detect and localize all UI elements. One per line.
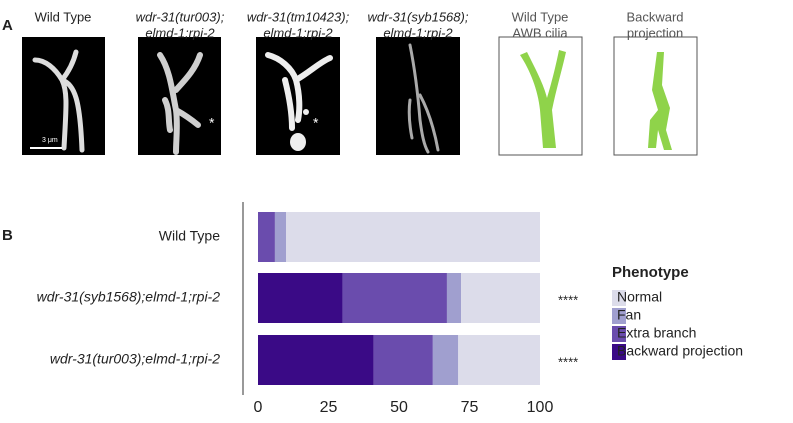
micrograph: * <box>256 37 340 155</box>
bar-segment <box>432 335 459 385</box>
image-title: wdr-31(syb1568); <box>368 9 469 24</box>
image-title: AWB cilia <box>512 25 568 40</box>
significance: **** <box>558 292 578 307</box>
bar-segment <box>258 273 343 323</box>
category-label: wdr-31(tur003);elmd-1;rpi-2 <box>50 351 220 367</box>
x-tick-label: 75 <box>461 399 479 416</box>
legend-swatch <box>612 326 626 342</box>
image-title: Backward <box>626 9 683 24</box>
image-title: wdr-31(tur003); <box>136 9 225 24</box>
bar-segment <box>458 335 540 385</box>
image-title: Wild Type <box>512 9 569 24</box>
significance: **** <box>558 354 578 369</box>
legend-label: Extra branch <box>617 325 696 341</box>
asterisk: * <box>313 115 319 131</box>
image-title: elmd-1;rpi-2 <box>145 25 215 40</box>
legend-swatch <box>612 344 626 360</box>
bar-segment <box>274 212 287 262</box>
image-title: elmd-1;rpi-2 <box>263 25 333 40</box>
panel-label: A <box>2 17 13 34</box>
micrograph: 3 μm <box>22 37 105 155</box>
bar-segment <box>461 273 540 323</box>
bar-segment <box>446 273 462 323</box>
panel-label: B <box>2 227 13 244</box>
image-title: Wild Type <box>35 9 92 24</box>
legend-label: Normal <box>617 289 662 305</box>
image-title: projection <box>627 25 683 40</box>
legend-label: Backward projection <box>617 343 743 359</box>
bar-segment <box>258 335 374 385</box>
category-label: Wild Type <box>159 228 220 244</box>
legend-title: Phenotype <box>612 264 689 281</box>
category-label: wdr-31(syb1568);elmd-1;rpi-2 <box>37 289 221 305</box>
asterisk: * <box>209 115 215 131</box>
legend-swatch <box>612 308 626 324</box>
diagram <box>498 36 583 156</box>
x-tick-label: 0 <box>254 399 263 416</box>
legend-label: Fan <box>617 307 641 323</box>
x-tick-label: 25 <box>320 399 338 416</box>
bar-segment <box>342 273 447 323</box>
x-tick-label: 100 <box>527 399 554 416</box>
scale-bar-label: 3 μm <box>42 137 58 144</box>
legend-swatch <box>612 290 626 306</box>
bar-segment <box>286 212 540 262</box>
micrograph <box>376 37 460 155</box>
image-title: elmd-1;rpi-2 <box>383 25 453 40</box>
bar-segment <box>258 212 275 262</box>
x-tick-label: 50 <box>390 399 408 416</box>
image-title: wdr-31(tm10423); <box>247 9 350 24</box>
bar-segment <box>373 335 433 385</box>
diagram <box>613 36 698 156</box>
micrograph: * <box>138 37 221 155</box>
